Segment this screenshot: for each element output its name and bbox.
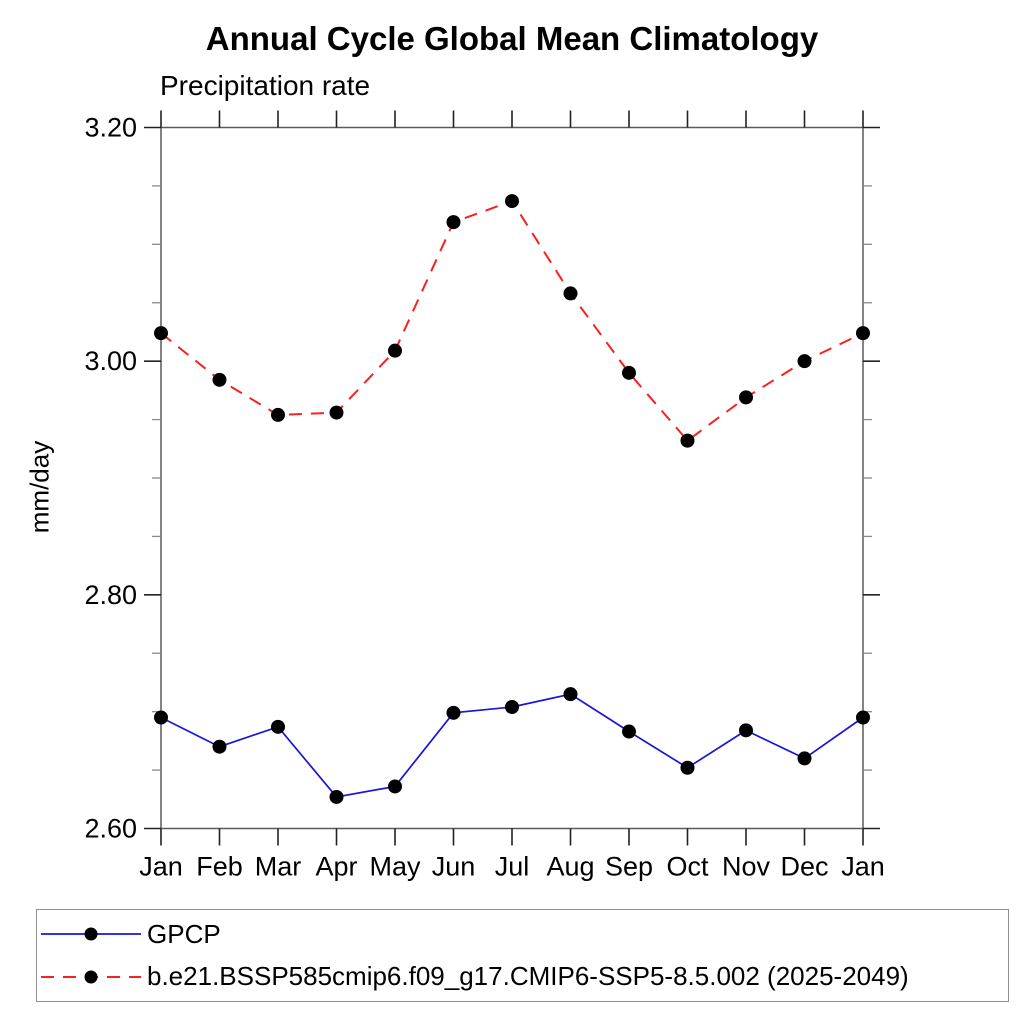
data-point — [680, 433, 695, 448]
x-tick-label: Apr — [315, 852, 357, 882]
data-point — [446, 705, 461, 720]
data-point — [563, 286, 578, 301]
data-point — [856, 326, 870, 341]
series-line-1 — [160, 199, 864, 442]
data-point — [388, 779, 402, 794]
x-tick-label: Jun — [432, 852, 476, 882]
axis-frame — [160, 126, 864, 830]
y-tick-label: 2.80 — [84, 580, 137, 610]
data-point — [856, 710, 870, 725]
legend-item-model: b.e21.BSSP585cmip6.f09_g17.CMIP6-SSP5-8.… — [40, 957, 1008, 997]
legend-marker-dot — [84, 970, 98, 984]
data-point — [154, 326, 168, 341]
legend-label-gpcp: GPCP — [147, 918, 221, 949]
data-point — [388, 343, 402, 358]
data-point — [271, 719, 285, 734]
x-tick-label: Nov — [722, 852, 771, 882]
y-tick-label: 3.00 — [84, 346, 137, 376]
chart-subtitle: Precipitation rate — [160, 70, 371, 101]
model-line-marker-icon — [41, 970, 141, 984]
data-point — [739, 723, 753, 738]
x-tick-label: Jul — [495, 852, 530, 882]
data-point — [622, 365, 636, 380]
data-point — [563, 687, 578, 702]
data-point — [446, 215, 461, 230]
data-point — [271, 407, 285, 422]
data-point — [797, 751, 812, 766]
data-point — [505, 194, 519, 209]
data-point — [212, 372, 227, 387]
x-tick-label: May — [369, 852, 421, 882]
x-tick-label: Oct — [666, 852, 709, 882]
y-tick-label: 2.60 — [84, 814, 137, 844]
x-tick-label: Dec — [780, 852, 828, 882]
data-point — [329, 405, 344, 420]
x-tick-label: Mar — [255, 852, 302, 882]
legend-item-gpcp: GPCP — [40, 914, 1008, 954]
x-tick-label: Jan — [841, 852, 885, 882]
chart-title: Annual Cycle Global Mean Climatology — [205, 20, 819, 57]
x-tick-label: Sep — [605, 852, 653, 882]
gpcp-line-marker-icon — [41, 927, 141, 941]
x-tick-label: Feb — [196, 852, 243, 882]
data-point — [329, 789, 344, 804]
data-point — [739, 390, 753, 405]
legend: GPCP b.e21.BSSP585cmip6.f09_g17.CMIP6-SS… — [36, 909, 1009, 1002]
x-tick-label: Aug — [546, 852, 594, 882]
y-tick-label: 3.20 — [84, 113, 137, 143]
data-point — [797, 354, 812, 369]
legend-label-model: b.e21.BSSP585cmip6.f09_g17.CMIP6-SSP5-8.… — [147, 961, 909, 992]
legend-marker-dot — [84, 927, 98, 941]
data-point — [505, 699, 519, 714]
data-point — [154, 710, 168, 725]
x-tick-label: Jan — [139, 852, 183, 882]
data-point — [622, 724, 636, 739]
data-point — [212, 739, 227, 754]
data-point — [680, 760, 695, 775]
